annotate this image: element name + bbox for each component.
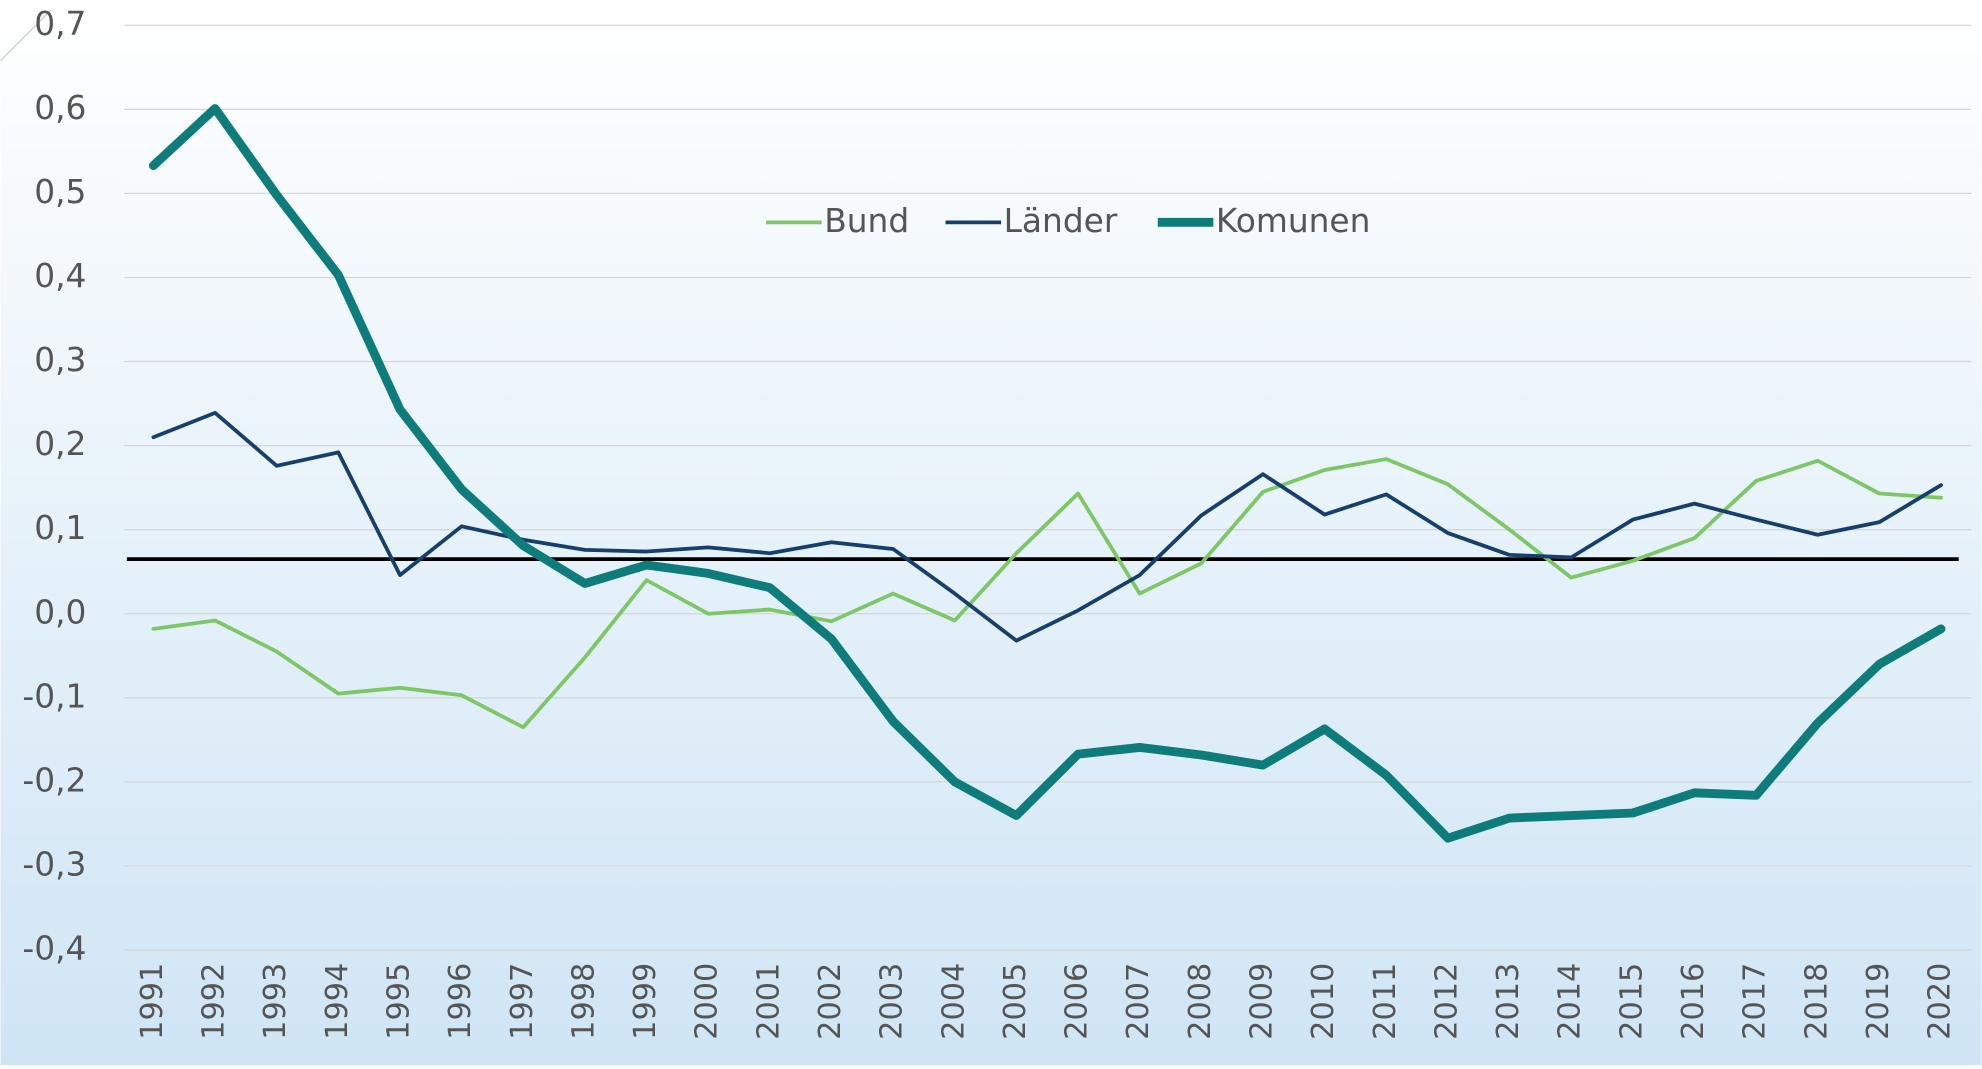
x-tick-label: 2007 (1121, 963, 1156, 1040)
y-tick-label: -0,2 (22, 761, 86, 799)
x-tick-label: 2008 (1183, 963, 1218, 1040)
x-tick-label: 2017 (1738, 963, 1773, 1040)
x-tick-label: 1992 (197, 963, 232, 1040)
x-tick-label: 1993 (258, 963, 293, 1040)
y-tick-label: 0,4 (34, 257, 86, 295)
x-tick-label: 2003 (875, 963, 910, 1040)
x-tick-label: 2006 (1060, 963, 1095, 1040)
y-tick-label: 0,5 (34, 173, 86, 211)
legend-label: Länder (1004, 202, 1118, 240)
x-tick-label: 2010 (1306, 963, 1341, 1040)
x-tick-label: 2012 (1429, 963, 1464, 1040)
x-tick-label: 1994 (320, 963, 355, 1040)
series-line (148, 104, 1946, 843)
x-tick-label: 2019 (1861, 963, 1896, 1040)
x-tick-label: 1999 (628, 963, 663, 1040)
x-tick-label: 2005 (998, 963, 1033, 1040)
legend-label: Bund (824, 202, 909, 240)
y-tick-label: 0,7 (34, 5, 86, 43)
legend-label: Komunen (1216, 202, 1371, 240)
y-tick-label: 0,6 (34, 89, 86, 127)
x-tick-label: 2001 (751, 963, 786, 1040)
y-tick-label: 0,1 (34, 509, 86, 547)
x-tick-label: 1997 (505, 963, 540, 1040)
x-tick-label: 2009 (1244, 963, 1279, 1040)
x-tick-label: 2015 (1614, 963, 1649, 1040)
x-tick-label: 1995 (381, 963, 416, 1040)
x-tick-label: 2018 (1799, 963, 1834, 1040)
x-tick-label: 2013 (1491, 963, 1526, 1040)
x-tick-label: 1998 (566, 963, 601, 1040)
y-tick-label: 0,0 (34, 593, 86, 631)
x-tick-label: 2014 (1553, 963, 1588, 1040)
x-tick-label: 2000 (690, 963, 725, 1040)
x-tick-label: 2011 (1368, 963, 1403, 1040)
series-line (151, 457, 1943, 730)
y-tick-label: 0,3 (34, 341, 86, 379)
x-tick-label: 1991 (135, 963, 170, 1040)
x-tick-label: 2004 (936, 963, 971, 1040)
y-tick-label: -0,3 (22, 845, 86, 883)
series-line (151, 410, 1943, 643)
y-tick-label: -0,4 (22, 930, 86, 968)
decoration (0, 9, 52, 62)
y-tick-label: 0,2 (34, 425, 86, 463)
x-tick-label: 2016 (1676, 963, 1711, 1040)
x-tick-label: 2020 (1923, 963, 1958, 1040)
x-tick-label: 1996 (443, 963, 478, 1040)
x-tick-label: 2002 (813, 963, 848, 1040)
y-tick-label: -0,1 (22, 677, 86, 715)
